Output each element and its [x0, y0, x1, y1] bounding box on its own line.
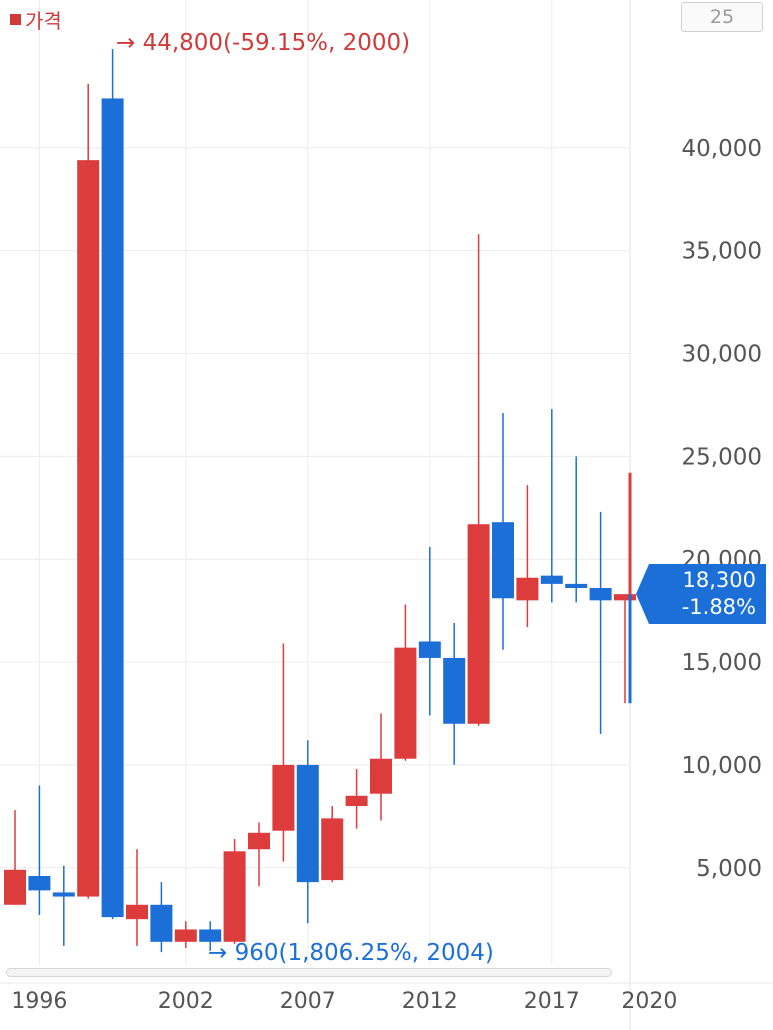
candle-body — [77, 160, 100, 897]
candle-body — [296, 764, 319, 883]
candle-body — [492, 522, 514, 599]
period-input[interactable]: 25 — [681, 2, 763, 32]
high-annotation: → 44,800(-59.15%, 2000) — [116, 30, 411, 56]
candle-body — [565, 583, 588, 588]
candle-body — [52, 892, 75, 897]
x-tick-label: 2020 — [621, 989, 677, 1014]
y-tick-label: 15,000 — [682, 650, 762, 676]
x-tick-label: 2007 — [280, 989, 336, 1014]
candle-body — [272, 764, 295, 831]
y-tick-label: 40,000 — [682, 136, 762, 162]
y-tick-label: 25,000 — [682, 444, 762, 470]
candle-body — [394, 647, 417, 759]
legend-swatch-icon — [10, 13, 21, 25]
candle-body — [614, 594, 636, 601]
chart-scrollbar[interactable] — [6, 968, 612, 977]
candle-body — [199, 929, 222, 942]
candle-body — [101, 98, 124, 918]
low-annotation: → 960(1,806.25%, 2004) — [208, 940, 494, 966]
x-tick-label: 1996 — [11, 989, 67, 1014]
current-price-tag: 18,300 -1.88% — [636, 564, 766, 624]
candle-body — [443, 657, 466, 724]
candle-body — [345, 795, 368, 807]
candle-body — [370, 758, 392, 794]
candle-body — [418, 641, 441, 658]
candle-body — [126, 904, 148, 920]
y-tick-label: 10,000 — [682, 753, 762, 779]
x-tick-label: 2002 — [158, 989, 214, 1014]
legend-label: 가격 — [25, 8, 62, 33]
candle-body — [589, 587, 612, 601]
candle-body — [4, 869, 26, 905]
candle-body — [150, 904, 173, 942]
current-change: -1.88% — [681, 595, 756, 619]
candle-body — [321, 818, 344, 881]
candle-body — [467, 524, 490, 724]
candle-body — [540, 575, 563, 584]
candle-body — [174, 929, 197, 942]
y-tick-label: 5,000 — [696, 856, 762, 882]
candle-body — [28, 875, 51, 891]
candle-body — [516, 577, 539, 601]
y-tick-label: 35,000 — [682, 239, 762, 265]
x-tick-label: 2017 — [524, 989, 580, 1014]
x-tick-label: 2012 — [402, 989, 458, 1014]
current-price: 18,300 — [682, 568, 756, 592]
y-tick-label: 30,000 — [682, 342, 762, 368]
candle-body — [223, 851, 246, 942]
legend[interactable]: 가격 — [10, 8, 62, 33]
candle-body — [248, 832, 270, 850]
